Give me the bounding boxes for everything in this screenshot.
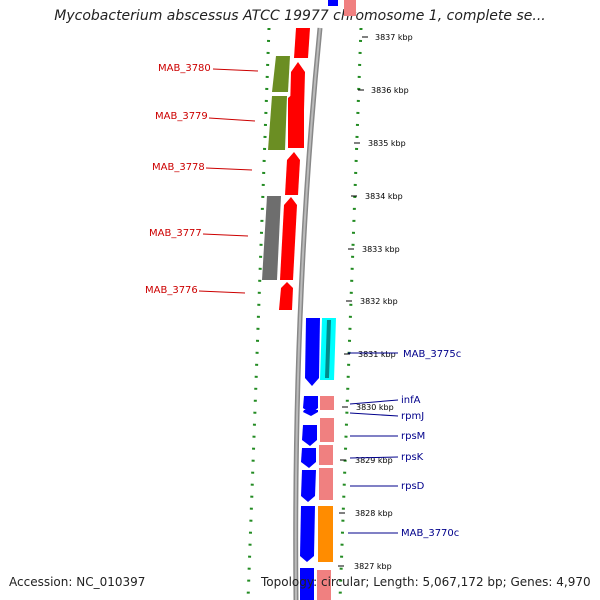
cds-arrow xyxy=(302,425,317,446)
cog-box-green xyxy=(272,56,290,92)
cds-arrow xyxy=(303,396,318,414)
gene-label: rpmJ xyxy=(401,411,424,422)
top-feature-blue xyxy=(328,0,338,6)
gene-label: MAB_3779 xyxy=(155,111,208,122)
tick-label: 3828 kbp xyxy=(355,509,393,518)
map-title: Mycobacterium abscessus ATCC 19977 chrom… xyxy=(54,8,546,24)
tick-label: 3836 kbp xyxy=(371,86,409,95)
gene-label: MAB_3775c xyxy=(403,349,461,360)
label-leader-line xyxy=(349,412,399,417)
cog-box-cyan-dark xyxy=(325,320,331,378)
gene-label: MAB_3776 xyxy=(145,285,198,296)
label-leader-line xyxy=(212,68,259,72)
cds-arrow xyxy=(279,282,293,310)
tick-axis: 3837 kbp 3836 kbp 3835 kbp 3834 kbp 3833… xyxy=(338,33,413,571)
top-feature-pink xyxy=(344,0,356,16)
tick-label: 3829 kbp xyxy=(355,456,393,465)
label-leader-line xyxy=(349,399,399,405)
cog-box-pink xyxy=(320,418,334,442)
cds-arrow xyxy=(280,197,297,280)
dotted-guide-left xyxy=(246,27,271,600)
cog-box-gray xyxy=(262,196,281,280)
cog-box-pink xyxy=(319,468,333,500)
cog-box-pink xyxy=(319,445,333,465)
left-gene-labels: MAB_3780 MAB_3779 MAB_3778 MAB_3777 MAB_… xyxy=(145,63,259,296)
gene-label: rpsD xyxy=(401,481,425,492)
label-leader-line xyxy=(198,290,246,294)
cog-box-orange xyxy=(318,506,333,562)
gene-label: rpsK xyxy=(401,452,424,463)
tick-label: 3833 kbp xyxy=(362,245,400,254)
gene-label: infA xyxy=(401,395,421,406)
tick-label: 3830 kbp xyxy=(356,403,394,412)
reverse-cds-track xyxy=(300,318,320,600)
gene-label: MAB_3778 xyxy=(152,162,205,173)
right-gene-labels: MAB_3775c infA rpmJ rpsM rpsK rpsD MAB_3… xyxy=(348,349,461,539)
cog-box-green xyxy=(268,96,287,150)
chromosome-backbone-highlight xyxy=(294,27,321,600)
gene-label: rpsM xyxy=(401,431,425,442)
cds-arrow xyxy=(301,448,316,468)
tick-label: 3834 kbp xyxy=(365,192,403,201)
pink-track xyxy=(317,396,334,600)
cds-arrow xyxy=(285,152,300,195)
gene-label: MAB_3777 xyxy=(149,228,202,239)
tick-label: 3837 kbp xyxy=(375,33,413,42)
topology-text: Topology: circular; Length: 5,067,172 bp… xyxy=(261,575,591,589)
cds-arrow xyxy=(294,28,310,58)
cds-arrow xyxy=(305,318,320,386)
cds-arrow xyxy=(288,92,304,148)
tick-label: 3835 kbp xyxy=(368,139,406,148)
tick-label: 3827 kbp xyxy=(354,562,392,571)
accession-text: Accession: NC_010397 xyxy=(9,575,146,589)
gene-label: MAB_3780 xyxy=(158,63,211,74)
cds-arrow xyxy=(300,568,314,600)
cds-arrow xyxy=(300,506,315,562)
label-leader-line xyxy=(205,167,253,171)
tick-label: 3831 kbp xyxy=(358,350,396,359)
gene-label: MAB_3770c xyxy=(401,528,459,539)
cds-arrow xyxy=(301,470,316,502)
label-leader-line xyxy=(202,233,249,237)
cds-arrow xyxy=(303,410,318,416)
cog-box-pink xyxy=(320,396,334,410)
forward-cds-track xyxy=(279,28,310,310)
label-leader-line xyxy=(349,456,399,459)
tick-label: 3832 kbp xyxy=(360,297,398,306)
label-leader-line xyxy=(208,117,256,122)
cog-box-pink xyxy=(317,570,331,600)
